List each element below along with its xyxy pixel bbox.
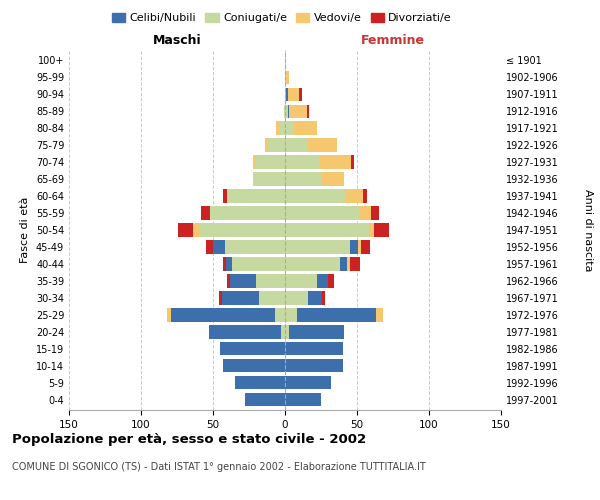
Bar: [227, 190, 285, 202]
Bar: [265, 138, 268, 151]
Bar: [347, 258, 350, 270]
Bar: [167, 308, 171, 322]
Bar: [285, 138, 308, 151]
Bar: [285, 156, 320, 168]
Bar: [285, 206, 360, 220]
Bar: [223, 190, 227, 202]
Bar: [285, 122, 293, 134]
Bar: [199, 224, 285, 236]
Bar: [227, 274, 230, 287]
Bar: [368, 224, 374, 236]
Bar: [253, 156, 256, 168]
Bar: [285, 240, 350, 254]
Bar: [285, 376, 331, 390]
Bar: [363, 190, 367, 202]
Bar: [285, 172, 322, 186]
Bar: [376, 308, 383, 322]
Bar: [288, 104, 289, 118]
Legend: Celibi/Nubili, Coniugati/e, Vedovi/e, Divorziati/e: Celibi/Nubili, Coniugati/e, Vedovi/e, Di…: [107, 8, 457, 28]
Bar: [360, 206, 371, 220]
Bar: [374, 224, 389, 236]
Bar: [224, 240, 285, 254]
Bar: [178, 224, 193, 236]
Bar: [285, 70, 289, 84]
Bar: [285, 326, 289, 338]
Bar: [279, 122, 285, 134]
Bar: [256, 156, 285, 168]
Bar: [259, 292, 285, 304]
Bar: [346, 190, 363, 202]
Bar: [308, 138, 337, 151]
Bar: [206, 240, 213, 254]
Bar: [358, 240, 361, 254]
Bar: [285, 292, 308, 304]
Bar: [275, 308, 285, 322]
Text: Femmine: Femmine: [361, 34, 425, 48]
Bar: [210, 206, 285, 220]
Bar: [285, 342, 343, 355]
Text: COMUNE DI SGONICO (TS) - Dati ISTAT 1° gennaio 2002 - Elaborazione TUTTITALIA.IT: COMUNE DI SGONICO (TS) - Dati ISTAT 1° g…: [12, 462, 426, 472]
Bar: [350, 240, 358, 254]
Bar: [289, 326, 344, 338]
Bar: [285, 104, 288, 118]
Bar: [307, 104, 310, 118]
Bar: [371, 206, 379, 220]
Bar: [202, 206, 210, 220]
Bar: [226, 258, 232, 270]
Bar: [281, 326, 285, 338]
Bar: [286, 88, 288, 101]
Bar: [289, 104, 307, 118]
Bar: [245, 393, 285, 406]
Bar: [235, 376, 285, 390]
Bar: [308, 292, 322, 304]
Bar: [268, 138, 285, 151]
Bar: [320, 156, 351, 168]
Bar: [220, 342, 285, 355]
Bar: [328, 274, 334, 287]
Text: Maschi: Maschi: [152, 34, 202, 48]
Bar: [285, 308, 296, 322]
Bar: [193, 224, 199, 236]
Bar: [322, 172, 344, 186]
Bar: [285, 258, 340, 270]
Y-axis label: Fasce di età: Fasce di età: [20, 197, 30, 263]
Bar: [317, 274, 328, 287]
Bar: [285, 359, 343, 372]
Bar: [285, 190, 346, 202]
Bar: [285, 88, 286, 101]
Bar: [350, 258, 360, 270]
Bar: [277, 122, 279, 134]
Bar: [171, 308, 275, 322]
Bar: [296, 308, 376, 322]
Bar: [213, 240, 224, 254]
Bar: [219, 292, 221, 304]
Bar: [232, 258, 285, 270]
Bar: [285, 393, 321, 406]
Text: Popolazione per età, sesso e stato civile - 2002: Popolazione per età, sesso e stato civil…: [12, 432, 366, 446]
Bar: [230, 274, 256, 287]
Bar: [293, 122, 317, 134]
Bar: [223, 359, 285, 372]
Bar: [351, 156, 354, 168]
Bar: [284, 104, 285, 118]
Bar: [340, 258, 347, 270]
Bar: [288, 88, 299, 101]
Bar: [285, 224, 368, 236]
Bar: [256, 274, 285, 287]
Bar: [285, 274, 317, 287]
Bar: [209, 326, 281, 338]
Bar: [223, 258, 226, 270]
Bar: [253, 172, 285, 186]
Bar: [361, 240, 370, 254]
Bar: [221, 292, 259, 304]
Text: Anni di nascita: Anni di nascita: [583, 188, 593, 271]
Bar: [299, 88, 302, 101]
Bar: [322, 292, 325, 304]
